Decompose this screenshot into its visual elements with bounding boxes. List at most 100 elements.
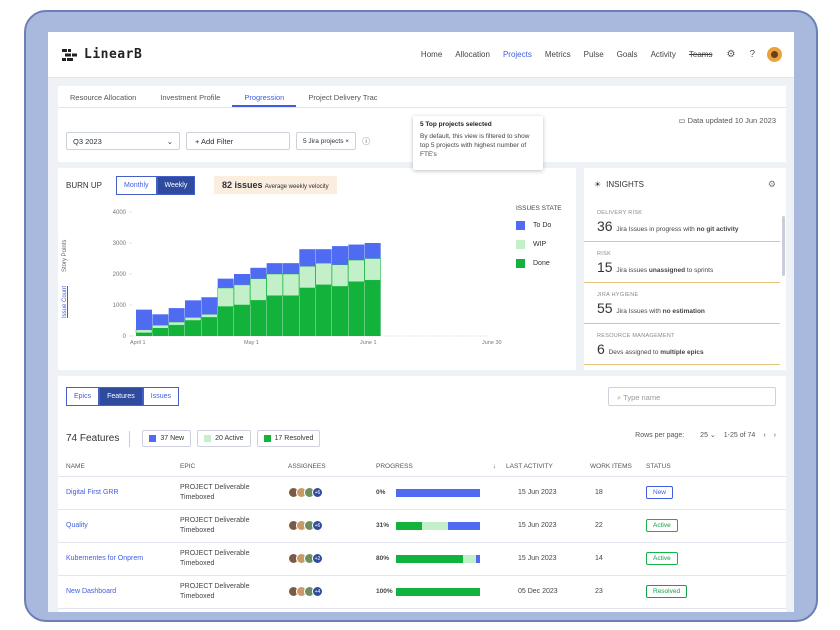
tab-features[interactable]: Features xyxy=(99,387,143,406)
prev-page-icon[interactable]: ‹ xyxy=(763,431,766,439)
progress-cell: 31% xyxy=(376,509,506,543)
sparkle-icon: ☀ xyxy=(594,180,602,189)
logo[interactable]: LinearB xyxy=(62,47,142,62)
chip-active[interactable]: 20 Active xyxy=(197,430,251,447)
col-progress[interactable]: PROGRESS ↓ xyxy=(376,458,506,477)
progress-wip-segment xyxy=(422,521,449,530)
more-assignees-badge[interactable]: +2 xyxy=(312,553,323,564)
y-axis-label-story-points[interactable]: Story Points xyxy=(62,239,68,272)
tab-project-delivery-tracker[interactable]: Project Delivery Trac xyxy=(308,93,378,102)
tab-investment-profile[interactable]: Investment Profile xyxy=(160,93,221,102)
epic-cell: PROJECT Deliverable Timeboxed xyxy=(180,476,288,510)
insight-delivery-risk[interactable]: DELIVERY RISK 36 Jira Issues in progress… xyxy=(584,202,780,242)
next-page-icon[interactable]: › xyxy=(773,431,776,439)
col-name[interactable]: NAME xyxy=(58,458,180,477)
info-icon[interactable]: ⓘ xyxy=(362,136,371,146)
assignees-cell[interactable]: +4 xyxy=(288,575,376,609)
bar-to-do xyxy=(283,263,299,274)
bar-done xyxy=(299,287,316,336)
tab-issues[interactable]: Issues xyxy=(142,387,179,406)
bar-wip xyxy=(364,258,381,281)
assignees-cell[interactable]: +6 xyxy=(288,476,376,510)
nav-goals[interactable]: Goals xyxy=(616,50,638,59)
progress-done-segment xyxy=(396,521,423,530)
col-last-activity[interactable]: LAST ACTIVITY xyxy=(506,458,590,477)
feature-name-link[interactable]: Quality xyxy=(58,509,180,543)
rows-per-page-select[interactable]: 25 ⌄ xyxy=(700,432,716,439)
divider xyxy=(129,430,131,447)
bar-wip xyxy=(331,264,349,287)
legend-wip: WIP xyxy=(516,240,546,249)
status-cell: New xyxy=(646,476,786,510)
col-epic[interactable]: EPIC xyxy=(180,458,288,477)
assignees-cell[interactable]: +2 xyxy=(288,542,376,576)
search-input[interactable]: ⌕ Type name xyxy=(608,387,776,406)
help-icon[interactable]: ? xyxy=(749,49,755,60)
table-row[interactable]: Kubernentes for Onprem PROJECT Deliverabl… xyxy=(58,542,786,576)
y-axis-label-issue-count[interactable]: Issue Count xyxy=(62,285,68,318)
bar-done xyxy=(283,295,299,336)
last-activity-cell: 15 Jun 2023 xyxy=(506,542,590,576)
bar-to-do xyxy=(234,274,250,285)
toggle-monthly[interactable]: Monthly xyxy=(116,176,157,195)
status-badge: New xyxy=(646,486,674,499)
user-avatar[interactable] xyxy=(767,47,782,62)
more-assignees-badge[interactable]: +4 xyxy=(312,586,323,597)
chip-new[interactable]: 37 New xyxy=(142,430,192,447)
y-tick-label: 1000 xyxy=(113,303,127,309)
jira-projects-chip[interactable]: 5 Jira projects × xyxy=(296,132,357,150)
nav-pulse[interactable]: Pulse xyxy=(583,50,604,59)
bar-wip xyxy=(233,284,251,306)
work-items-cell: 14 xyxy=(590,542,646,576)
top-navbar: LinearB Home Allocation Projects Metrics… xyxy=(48,32,794,78)
feature-name-link[interactable]: New Dashboard xyxy=(58,575,180,609)
assignees-cell[interactable]: +6 xyxy=(288,509,376,543)
settings-gear-icon[interactable]: ⚙ xyxy=(726,49,736,60)
bar-to-do xyxy=(185,300,201,318)
more-assignees-badge[interactable]: +6 xyxy=(312,487,323,498)
insight-resource-management[interactable]: RESOURCE MANAGEMENT 6 Devs assigned to m… xyxy=(584,325,780,365)
bar-done xyxy=(168,325,185,336)
chevron-down-icon: ⌄ xyxy=(166,137,173,146)
toggle-weekly[interactable]: Weekly xyxy=(156,176,196,195)
table-row[interactable]: New Dashboard PROJECT Deliverable Timeboxe… xyxy=(58,575,786,609)
bar-wip xyxy=(250,278,267,301)
insight-jira-hygiene[interactable]: JIRA HYGIENE 55 Jira Issues with no esti… xyxy=(584,284,780,324)
tab-epics[interactable]: Epics xyxy=(66,387,100,406)
chip-swatch xyxy=(204,435,212,442)
quarter-select[interactable]: Q3 2023 ⌄ xyxy=(66,132,180,150)
tab-progression[interactable]: Progression xyxy=(232,86,297,107)
feature-name-link[interactable]: Kubernentes for Onprem xyxy=(58,542,180,576)
col-assignees[interactable]: ASSIGNEES xyxy=(288,458,376,477)
nav-projects[interactable]: Projects xyxy=(502,50,532,59)
table-row[interactable]: Quality PROJECT Deliverable Timeboxed +6 31%… xyxy=(58,509,786,543)
pagination: Rows per page: 25 ⌄ 1-25 of 74 ‹ › xyxy=(635,431,776,440)
bar-done xyxy=(250,300,267,336)
feature-name-link[interactable]: Digital First GRR xyxy=(58,476,180,510)
add-filter-button[interactable]: + Add Filter xyxy=(186,132,290,150)
insight-risk[interactable]: RISK 15 Jira issues unassigned to sprint… xyxy=(584,243,780,283)
col-status[interactable]: STATUS xyxy=(646,458,786,477)
tab-resource-allocation[interactable]: Resource Allocation xyxy=(70,93,137,102)
nav-activity[interactable]: Activity xyxy=(650,50,676,59)
bar-done xyxy=(266,295,283,336)
progress-bar xyxy=(396,521,480,530)
main-nav: Home Allocation Projects Metrics Pulse G… xyxy=(408,47,782,62)
features-summary: 74 Features 37 New 20 Active 17 Resolved xyxy=(66,430,321,447)
bar-wip xyxy=(299,266,316,289)
bar-done xyxy=(364,280,381,336)
col-work-items[interactable]: WORK ITEMS xyxy=(590,458,646,477)
insights-scrollbar[interactable] xyxy=(782,216,785,276)
nav-allocation[interactable]: Allocation xyxy=(455,50,490,59)
nav-home[interactable]: Home xyxy=(420,50,443,59)
sort-down-icon[interactable]: ↓ xyxy=(492,463,496,471)
chip-resolved[interactable]: 17 Resolved xyxy=(256,430,321,447)
bar-wip xyxy=(217,287,234,307)
more-assignees-badge[interactable]: +6 xyxy=(312,520,323,531)
status-badge: Active xyxy=(646,552,678,565)
nav-teams[interactable]: Teams xyxy=(688,50,713,59)
bar-to-do xyxy=(217,278,234,288)
nav-metrics[interactable]: Metrics xyxy=(544,50,571,59)
insights-settings-icon[interactable]: ⚙ xyxy=(767,179,776,189)
table-row[interactable]: Digital First GRR PROJECT Deliverable Time… xyxy=(58,476,786,510)
